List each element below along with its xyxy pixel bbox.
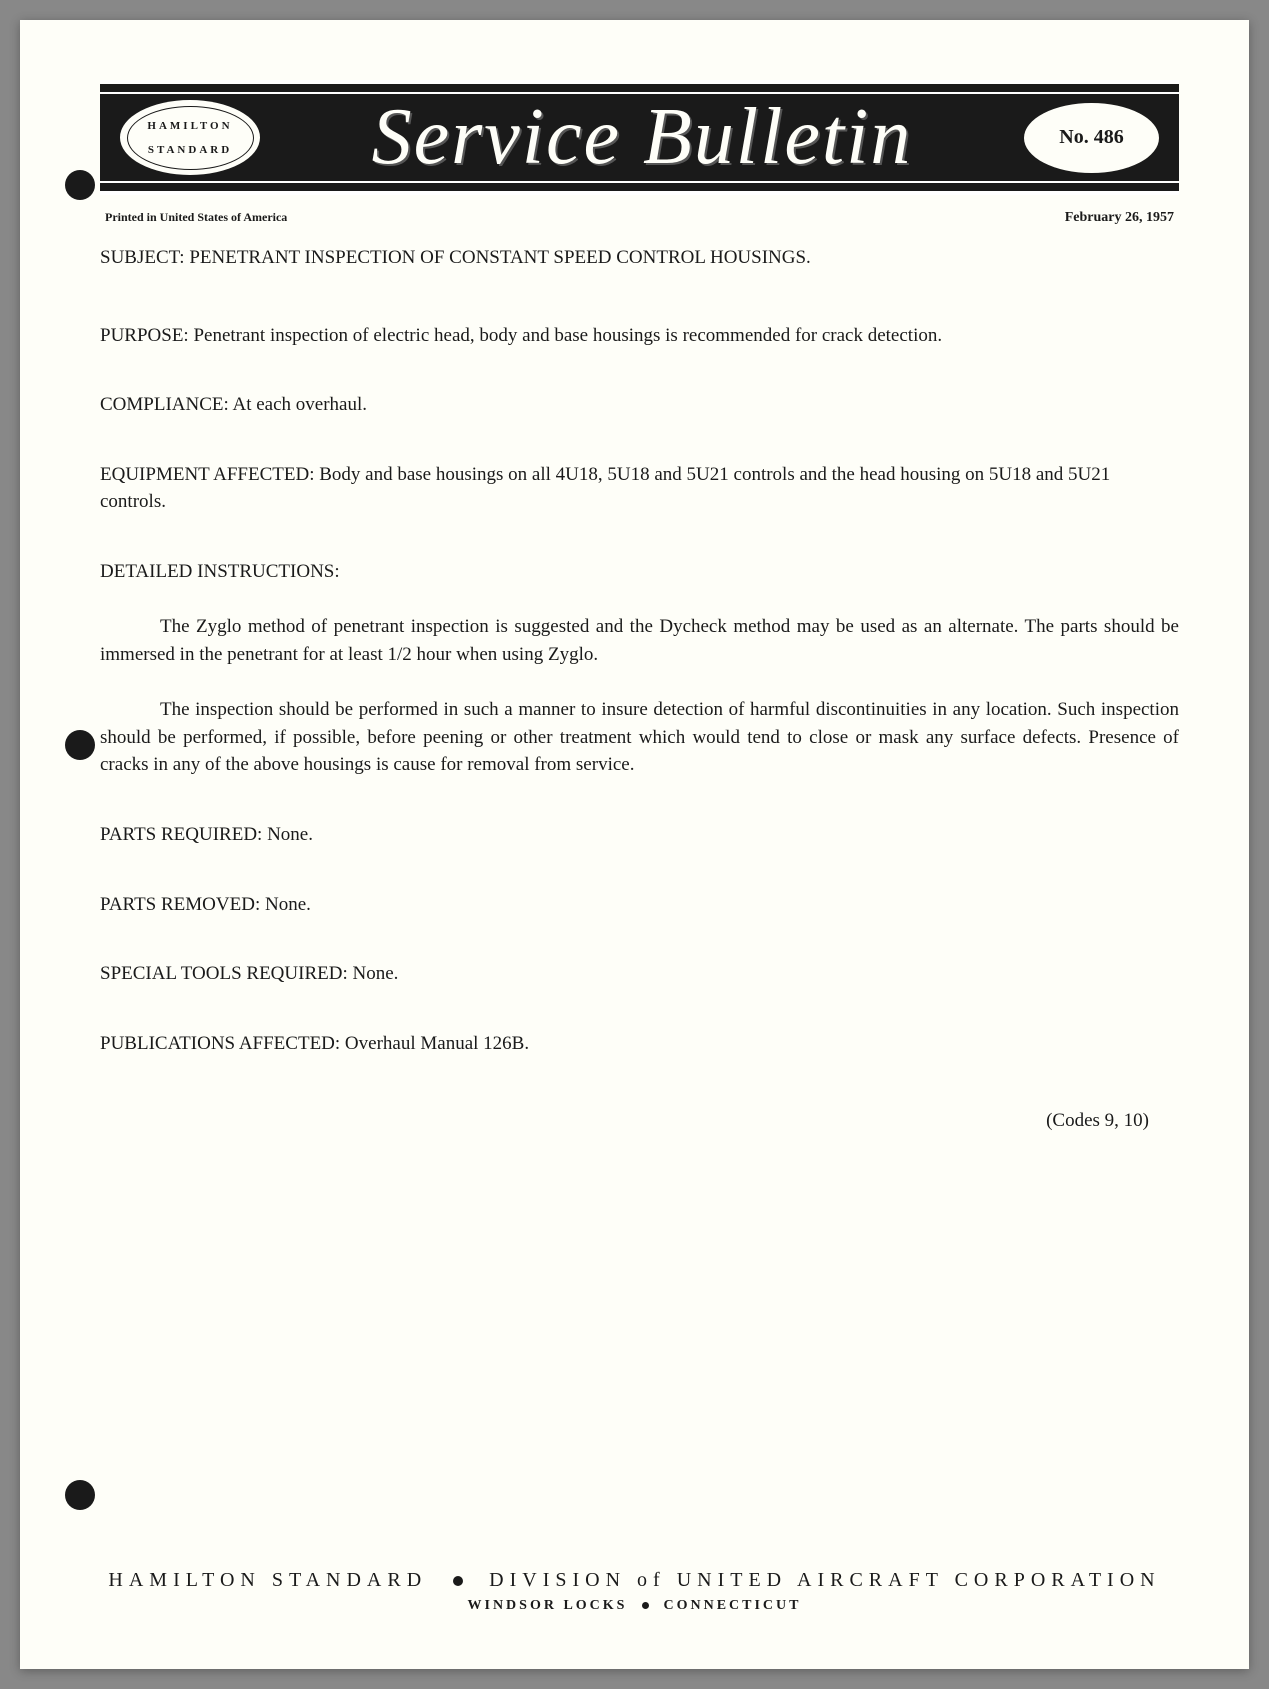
printed-in-label: Printed in United States of America: [105, 210, 287, 226]
bulletin-number: No. 486: [1059, 126, 1123, 149]
punch-hole-icon: [65, 1480, 95, 1510]
parts-required-text: None.: [267, 824, 313, 845]
company-logo: HAMILTON STANDARD: [120, 100, 260, 175]
punch-hole-icon: [65, 730, 95, 760]
purpose-section: PURPOSE: Penetrant inspection of electri…: [100, 322, 1179, 350]
equipment-label: EQUIPMENT AFFECTED:: [100, 464, 314, 485]
publications-label: PUBLICATIONS AFFECTED:: [100, 1033, 340, 1054]
instructions-label: DETAILED INSTRUCTIONS:: [100, 558, 1179, 586]
parts-required-label: PARTS REQUIRED:: [100, 824, 262, 845]
punch-hole-icon: [65, 170, 95, 200]
purpose-label: PURPOSE:: [100, 325, 189, 346]
footer-company: HAMILTON STANDARD: [108, 1569, 427, 1591]
logo-text-top: HAMILTON: [147, 120, 232, 132]
special-tools-section: SPECIAL TOOLS REQUIRED: None.: [100, 960, 1179, 988]
banner-title: Service Bulletin: [260, 92, 1024, 183]
instructions-para-2: The inspection should be performed in su…: [100, 696, 1179, 779]
parts-removed-label: PARTS REMOVED:: [100, 894, 260, 915]
sub-header: Printed in United States of America Febr…: [100, 210, 1179, 226]
subject-label: SUBJECT:: [100, 247, 185, 268]
bullet-icon: [453, 1576, 463, 1586]
bulletin-number-badge: No. 486: [1024, 103, 1159, 173]
footer-location-1: WINDSOR LOCKS: [468, 1598, 628, 1613]
bullet-icon: [642, 1602, 649, 1609]
logo-text-bottom: STANDARD: [148, 144, 232, 156]
page: HAMILTON STANDARD Service Bulletin No. 4…: [20, 20, 1249, 1669]
compliance-text: At each overhaul.: [233, 394, 368, 415]
footer-location-2: CONNECTICUT: [663, 1598, 801, 1613]
date-label: February 26, 1957: [1065, 210, 1174, 226]
footer-division-label: DIVISION of: [489, 1569, 666, 1591]
subject-text: PENETRANT INSPECTION OF CONSTANT SPEED C…: [189, 247, 810, 268]
parts-removed-section: PARTS REMOVED: None.: [100, 891, 1179, 919]
publications-text: Overhaul Manual 126B.: [345, 1033, 529, 1054]
codes-text: (Codes 9, 10): [100, 1107, 1179, 1135]
parts-required-section: PARTS REQUIRED: None.: [100, 821, 1179, 849]
footer-location-line: WINDSOR LOCKS CONNECTICUT: [20, 1598, 1249, 1614]
compliance-label: COMPLIANCE:: [100, 394, 229, 415]
footer: HAMILTON STANDARD DIVISION of UNITED AIR…: [20, 1569, 1249, 1614]
purpose-text: Penetrant inspection of electric head, b…: [193, 325, 942, 346]
page-content: HAMILTON STANDARD Service Bulletin No. 4…: [20, 20, 1249, 1175]
footer-company-line: HAMILTON STANDARD DIVISION of UNITED AIR…: [20, 1569, 1249, 1592]
footer-parent: UNITED AIRCRAFT CORPORATION: [677, 1569, 1161, 1591]
banner: HAMILTON STANDARD Service Bulletin No. 4…: [100, 80, 1179, 195]
instructions-para-1: The Zyglo method of penetrant inspection…: [100, 613, 1179, 668]
special-tools-text: None.: [352, 963, 398, 984]
equipment-section: EQUIPMENT AFFECTED: Body and base housin…: [100, 461, 1179, 516]
parts-removed-text: None.: [265, 894, 311, 915]
compliance-section: COMPLIANCE: At each overhaul.: [100, 391, 1179, 419]
special-tools-label: SPECIAL TOOLS REQUIRED:: [100, 963, 348, 984]
subject-section: SUBJECT: PENETRANT INSPECTION OF CONSTAN…: [100, 244, 1179, 272]
publications-section: PUBLICATIONS AFFECTED: Overhaul Manual 1…: [100, 1030, 1179, 1058]
